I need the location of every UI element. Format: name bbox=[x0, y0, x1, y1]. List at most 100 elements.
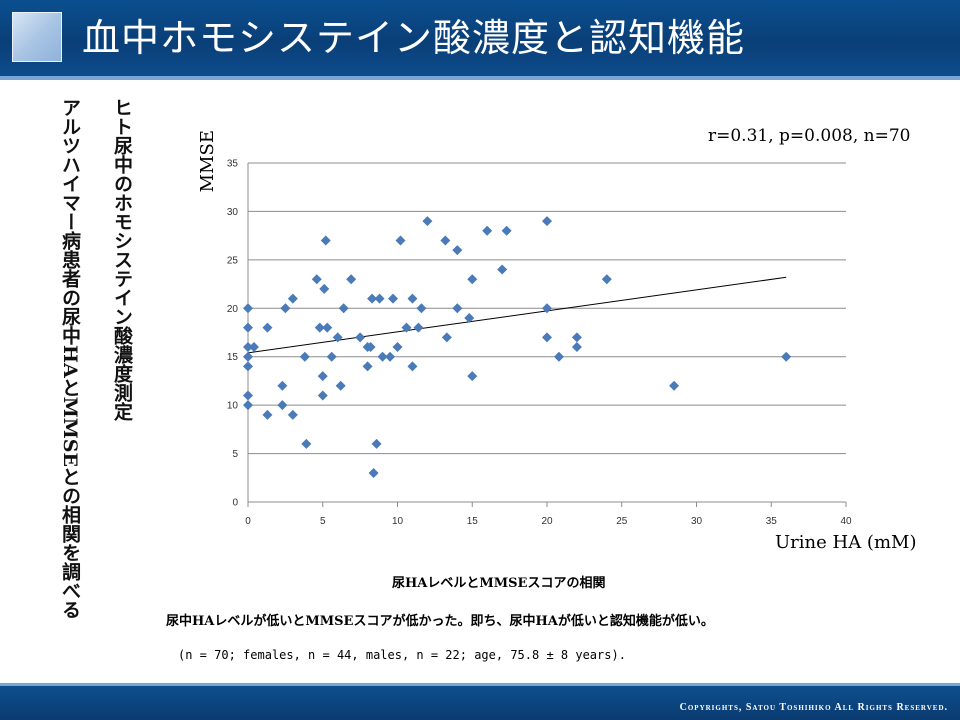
data-point bbox=[311, 274, 322, 285]
x-tick-label: 30 bbox=[691, 516, 703, 527]
slide-title: 血中ホモシステイン酸濃度と認知機能 bbox=[82, 16, 746, 60]
data-point bbox=[326, 351, 337, 362]
vertical-note-purpose: アルツハイマー病患者の尿中HAとMMSEとの相関を調べる bbox=[59, 98, 81, 619]
data-point bbox=[392, 342, 403, 353]
y-tick-label: 25 bbox=[227, 255, 239, 266]
data-point bbox=[482, 225, 493, 236]
data-point bbox=[395, 235, 406, 246]
data-point bbox=[497, 264, 508, 275]
x-tick-label: 40 bbox=[840, 516, 852, 527]
data-point bbox=[287, 409, 298, 420]
data-point bbox=[332, 332, 343, 343]
scatter-chart: 0 5 10 15 20 25 30 35 0 5 10 15 20 25 30 35 40 bbox=[227, 159, 852, 528]
y-tick-label: 10 bbox=[227, 401, 239, 412]
data-points bbox=[243, 216, 792, 478]
data-point bbox=[781, 351, 792, 362]
data-point bbox=[371, 438, 382, 449]
vertical-note-measurement: ヒト尿中のホモシステイン酸濃度測定 bbox=[111, 98, 133, 421]
data-point bbox=[385, 351, 396, 362]
data-point bbox=[301, 438, 312, 449]
data-point bbox=[277, 380, 288, 391]
data-point bbox=[422, 216, 433, 227]
data-point bbox=[601, 274, 612, 285]
data-point bbox=[388, 293, 399, 304]
data-point bbox=[441, 332, 452, 343]
data-point bbox=[407, 293, 418, 304]
demographics-note: (n = 70; females, n = 44, males, n = 22;… bbox=[178, 648, 626, 662]
data-point bbox=[464, 312, 475, 323]
x-tick-label: 20 bbox=[541, 516, 553, 527]
data-point bbox=[243, 303, 253, 314]
chart-caption: 尿HAレベルとMMSEスコアの相関 bbox=[392, 576, 606, 591]
data-point bbox=[542, 216, 552, 227]
data-point bbox=[542, 332, 552, 343]
data-point bbox=[262, 322, 273, 333]
y-tick-label: 20 bbox=[227, 304, 239, 315]
data-point bbox=[669, 380, 680, 391]
data-point bbox=[407, 361, 418, 372]
data-point bbox=[243, 390, 253, 401]
data-point bbox=[287, 293, 298, 304]
data-point bbox=[335, 380, 346, 391]
data-point bbox=[314, 322, 325, 333]
x-axis-label: Urine HA (mM) bbox=[775, 532, 917, 553]
data-point bbox=[368, 467, 379, 478]
data-point bbox=[365, 342, 376, 353]
data-point bbox=[320, 235, 331, 246]
data-point bbox=[248, 342, 259, 353]
data-point bbox=[467, 274, 478, 285]
footer-accent-line bbox=[0, 683, 960, 686]
conclusion-text: 尿中HAレベルが低いとMMSEスコアが低かった。即ち、尿中HAが低いと認知機能が… bbox=[166, 614, 714, 629]
data-point bbox=[571, 342, 582, 353]
data-point bbox=[501, 225, 512, 236]
footer-bar: Copyrights, Satou Toshihiko All Rights R… bbox=[0, 686, 960, 720]
y-tick-label: 15 bbox=[227, 352, 239, 363]
data-point bbox=[413, 322, 424, 333]
data-point bbox=[243, 400, 253, 411]
data-point bbox=[280, 303, 291, 314]
data-point bbox=[317, 371, 328, 382]
data-point bbox=[377, 351, 388, 362]
data-point bbox=[277, 400, 288, 411]
data-point bbox=[467, 371, 478, 382]
y-tick-label: 5 bbox=[232, 449, 238, 460]
x-tick-label: 25 bbox=[616, 516, 628, 527]
data-point bbox=[243, 322, 253, 333]
y-tick-label: 35 bbox=[227, 159, 239, 170]
data-point bbox=[322, 322, 333, 333]
data-point bbox=[262, 409, 273, 420]
data-point bbox=[374, 293, 385, 304]
y-tick-label: 0 bbox=[232, 498, 238, 509]
data-point bbox=[346, 274, 357, 285]
title-square-icon bbox=[12, 12, 62, 62]
correlation-annotation: r=0.31, p=0.008, n=70 bbox=[708, 126, 911, 146]
x-tick-label: 15 bbox=[467, 516, 479, 527]
tick-labels: 0 5 10 15 20 25 30 35 0 5 10 15 20 25 30 35 40 bbox=[227, 159, 852, 528]
data-point bbox=[243, 342, 253, 353]
data-point bbox=[362, 361, 373, 372]
data-point bbox=[542, 303, 552, 314]
copyright-text: Copyrights, Satou Toshihiko All Rights R… bbox=[679, 702, 948, 713]
data-point bbox=[440, 235, 451, 246]
data-point bbox=[338, 303, 349, 314]
data-point bbox=[243, 351, 253, 362]
data-point bbox=[299, 351, 310, 362]
data-point bbox=[319, 283, 330, 294]
y-tick-label: 30 bbox=[227, 207, 239, 218]
data-point bbox=[317, 390, 328, 401]
data-point bbox=[553, 351, 564, 362]
data-point bbox=[243, 361, 253, 372]
title-bar bbox=[0, 0, 960, 76]
data-point bbox=[452, 303, 463, 314]
data-point bbox=[416, 303, 427, 314]
y-axis-label: MMSE bbox=[197, 130, 218, 193]
data-point bbox=[452, 245, 463, 256]
data-point bbox=[355, 332, 366, 343]
data-point bbox=[401, 322, 412, 333]
data-point bbox=[571, 332, 582, 343]
x-tick-label: 0 bbox=[245, 516, 251, 527]
x-tick-label: 35 bbox=[766, 516, 778, 527]
x-tick-label: 5 bbox=[320, 516, 326, 527]
data-point bbox=[367, 293, 378, 304]
x-tick-label: 10 bbox=[392, 516, 404, 527]
